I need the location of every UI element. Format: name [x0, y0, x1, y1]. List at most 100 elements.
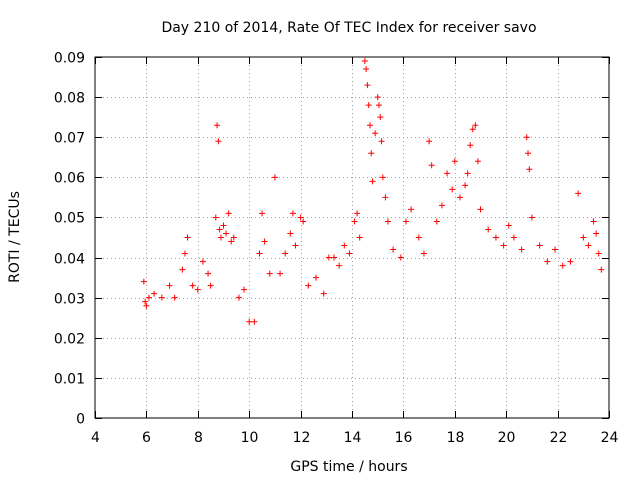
data-point — [241, 286, 248, 293]
data-point — [408, 206, 415, 213]
data-point — [397, 254, 404, 261]
data-point — [189, 282, 196, 289]
x-tick-label: 8 — [194, 430, 203, 446]
y-tick-label: 0.01 — [54, 372, 85, 388]
data-point — [223, 230, 230, 237]
data-point — [364, 82, 371, 89]
x-tick-label: 4 — [91, 430, 100, 446]
data-point — [143, 302, 150, 309]
data-point — [378, 138, 385, 145]
data-point — [372, 130, 379, 137]
data-point — [377, 114, 384, 121]
data-point — [151, 290, 158, 297]
data-point — [215, 138, 222, 145]
data-point — [297, 214, 304, 221]
data-point — [320, 290, 327, 297]
data-point — [356, 234, 363, 241]
data-point — [575, 190, 582, 197]
axis-ticks — [95, 57, 610, 419]
data-point — [456, 194, 463, 201]
data-point — [225, 210, 232, 217]
data-point — [246, 318, 253, 325]
data-point — [526, 166, 533, 173]
data-point — [251, 318, 258, 325]
data-point — [277, 270, 284, 277]
data-point — [368, 150, 375, 157]
data-point — [230, 234, 237, 241]
data-point — [598, 266, 605, 273]
data-point — [216, 226, 223, 233]
data-point — [271, 174, 278, 181]
data-point — [331, 254, 338, 261]
data-point — [593, 230, 600, 237]
data-point — [375, 102, 382, 109]
data-point — [179, 266, 186, 273]
data-point — [433, 218, 440, 225]
data-point — [354, 210, 361, 217]
data-point — [559, 262, 566, 269]
data-point — [552, 246, 559, 253]
data-point — [567, 258, 574, 265]
data-point — [462, 182, 469, 189]
data-point — [449, 186, 456, 193]
data-point — [261, 238, 268, 245]
data-point — [438, 202, 445, 209]
data-point — [382, 194, 389, 201]
x-axis-title: GPS time / hours — [290, 459, 407, 475]
y-tick-label: 0.07 — [54, 131, 85, 147]
data-point — [217, 234, 224, 241]
data-point — [266, 270, 273, 277]
data-point — [464, 170, 471, 177]
grid-lines — [95, 57, 609, 418]
data-point — [444, 170, 451, 177]
data-point — [214, 122, 221, 129]
data-point — [595, 250, 602, 257]
y-tick-labels: 0 0.01 0.02 0.03 0.04 0.05 0.06 0.07 0.08 0.09 — [54, 51, 85, 428]
y-tick-label: 0.03 — [54, 292, 85, 308]
data-point — [313, 274, 320, 281]
x-tick-label: 18 — [447, 430, 465, 446]
data-point — [212, 214, 219, 221]
x-tick-label: 14 — [344, 430, 362, 446]
data-point — [140, 278, 147, 285]
data-point — [420, 250, 427, 257]
data-point — [523, 134, 530, 141]
x-tick-label: 6 — [142, 430, 151, 446]
data-point — [184, 234, 191, 241]
data-point — [365, 102, 372, 109]
data-point — [426, 138, 433, 145]
x-tick-label: 22 — [550, 430, 568, 446]
data-point — [585, 242, 592, 249]
data-point — [351, 218, 358, 225]
data-point — [336, 262, 343, 269]
data-point — [181, 250, 188, 257]
data-point — [379, 174, 386, 181]
data-point — [415, 234, 422, 241]
data-point — [580, 234, 587, 241]
data-point — [477, 206, 484, 213]
data-point — [518, 246, 525, 253]
data-point — [474, 158, 481, 165]
y-tick-label: 0.06 — [54, 171, 85, 187]
data-point — [235, 294, 242, 301]
y-tick-label: 0.08 — [54, 91, 85, 107]
x-tick-label: 20 — [498, 430, 516, 446]
x-tick-label: 16 — [395, 430, 413, 446]
data-point — [346, 250, 353, 257]
data-point — [166, 282, 173, 289]
data-point — [256, 250, 263, 257]
data-point — [287, 230, 294, 237]
x-tick-label: 10 — [241, 430, 259, 446]
data-point — [451, 158, 458, 165]
data-point — [289, 210, 296, 217]
data-point — [402, 218, 409, 225]
y-tick-label: 0.04 — [54, 252, 85, 268]
x-tick-labels: 4 6 8 10 12 14 16 18 20 22 24 — [91, 430, 618, 446]
data-point — [199, 258, 206, 265]
data-point — [510, 234, 517, 241]
data-point — [194, 286, 201, 293]
data-point — [500, 242, 507, 249]
data-point — [528, 214, 535, 221]
data-point — [492, 234, 499, 241]
